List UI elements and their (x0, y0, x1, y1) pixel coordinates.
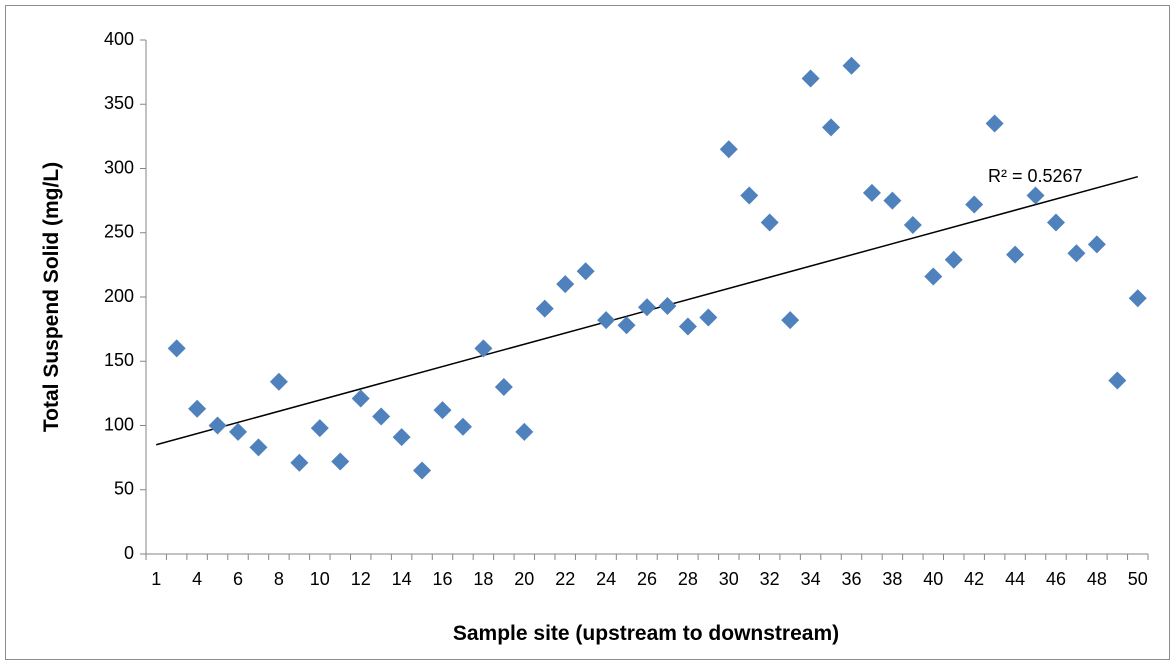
marker (167, 339, 186, 358)
x-tick-label: 22 (555, 569, 575, 589)
marker (822, 118, 841, 137)
marker (331, 452, 350, 471)
y-tick-label: 100 (104, 414, 134, 434)
x-tick-label: 4 (192, 569, 202, 589)
annotation: R² = 0.5267 (988, 166, 1083, 186)
x-tick-label: 20 (514, 569, 534, 589)
marker (862, 183, 881, 202)
marker (249, 438, 268, 457)
marker (1026, 186, 1045, 205)
x-tick-label: 48 (1087, 569, 1107, 589)
marker (1006, 245, 1025, 264)
marker (556, 275, 575, 294)
marker (678, 317, 697, 336)
marker (269, 372, 288, 391)
x-tick-label: 10 (310, 569, 330, 589)
marker (658, 296, 677, 315)
marker (413, 461, 432, 480)
marker (903, 216, 922, 235)
marker (494, 377, 513, 396)
chart-border (5, 5, 1170, 660)
marker (1046, 213, 1065, 232)
x-tick-label: 12 (351, 569, 371, 589)
y-tick-label: 50 (114, 479, 134, 499)
marker (597, 311, 616, 330)
marker (433, 401, 452, 420)
x-tick-label: 40 (923, 569, 943, 589)
x-axis-title: Sample site (upstream to downstream) (453, 622, 839, 645)
x-tick-label: 36 (841, 569, 861, 589)
x-tick-label: 6 (233, 569, 243, 589)
marker (781, 311, 800, 330)
y-tick-label: 0 (124, 543, 134, 563)
marker (208, 416, 227, 435)
marker (1108, 371, 1127, 390)
marker (801, 69, 820, 88)
marker (372, 407, 391, 426)
y-tick-label: 250 (104, 222, 134, 242)
marker (699, 308, 718, 327)
x-tick-label: 38 (882, 569, 902, 589)
x-tick-label: 1 (151, 569, 161, 589)
marker (515, 422, 534, 441)
y-tick-label: 400 (104, 29, 134, 49)
x-tick-label: 16 (432, 569, 452, 589)
x-tick-label: 34 (801, 569, 821, 589)
marker (576, 262, 595, 281)
marker (842, 56, 861, 75)
marker (535, 299, 554, 318)
marker (883, 191, 902, 210)
marker (760, 213, 779, 232)
marker (474, 339, 493, 358)
x-tick-label: 28 (678, 569, 698, 589)
y-axis-title: Total Suspend Solid (mg/L) (40, 162, 63, 432)
y-tick-label: 200 (104, 286, 134, 306)
marker (188, 399, 207, 418)
marker (310, 419, 329, 438)
marker (1128, 289, 1147, 308)
marker (453, 417, 472, 436)
y-tick-label: 350 (104, 93, 134, 113)
marker (924, 267, 943, 286)
marker (351, 389, 370, 408)
y-tick-label: 300 (104, 157, 134, 177)
x-tick-label: 30 (719, 569, 739, 589)
marker (617, 316, 636, 335)
x-tick-label: 44 (1005, 569, 1025, 589)
x-tick-label: 50 (1128, 569, 1148, 589)
x-tick-label: 18 (473, 569, 493, 589)
x-tick-label: 8 (274, 569, 284, 589)
marker (985, 114, 1004, 133)
y-tick-label: 150 (104, 350, 134, 370)
marker (638, 298, 656, 317)
marker (740, 186, 759, 205)
x-tick-label: 26 (637, 569, 657, 589)
marker (392, 428, 411, 447)
marker (229, 422, 248, 441)
marker (1087, 235, 1106, 254)
x-tick-label: 42 (964, 569, 984, 589)
x-tick-label: 46 (1046, 569, 1066, 589)
marker (1067, 244, 1086, 263)
x-tick-label: 24 (596, 569, 616, 589)
marker (944, 250, 963, 269)
marker (965, 195, 984, 214)
marker (719, 140, 738, 159)
x-tick-label: 32 (760, 569, 780, 589)
x-tick-label: 14 (392, 569, 412, 589)
marker (290, 453, 309, 472)
